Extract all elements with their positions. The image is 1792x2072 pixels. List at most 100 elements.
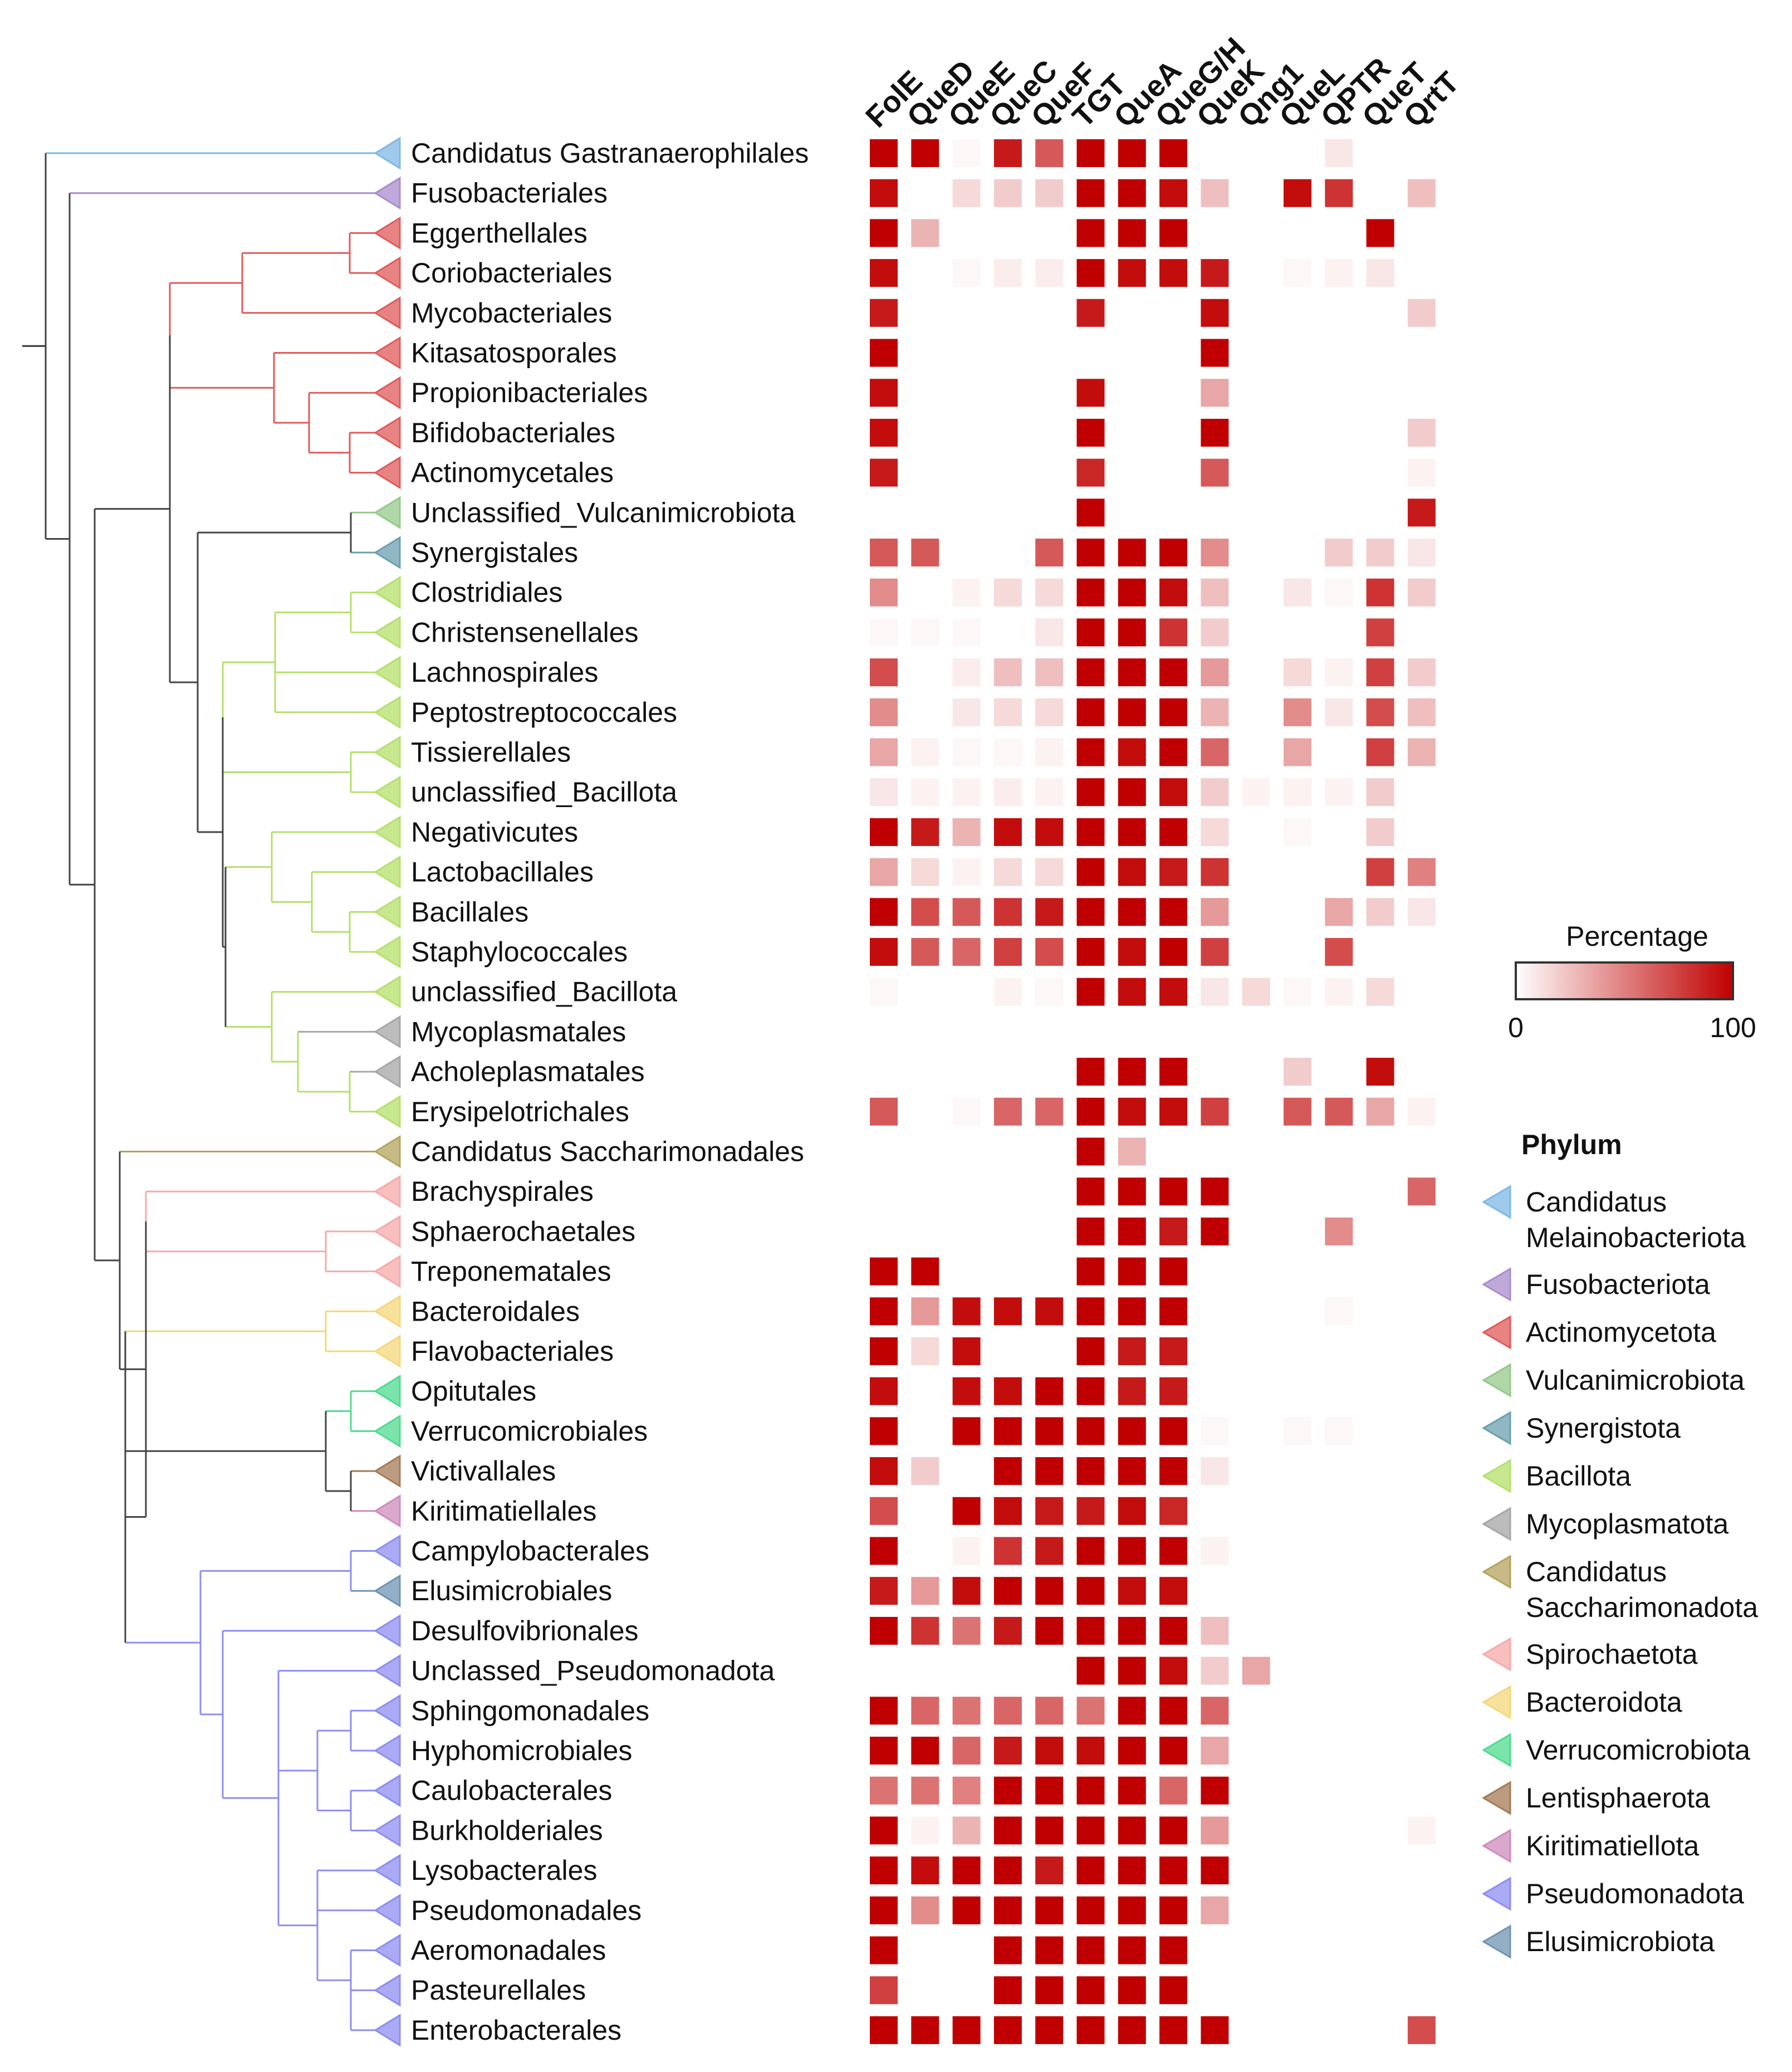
tree-tip-triangle (374, 1774, 401, 1807)
heatmap-cell (1201, 698, 1229, 726)
heatmap-cell (870, 1537, 898, 1565)
heatmap-cell (870, 658, 898, 687)
tree-tip-triangle (374, 1175, 401, 1208)
heatmap-cell (1325, 1297, 1353, 1326)
heatmap-cell (1076, 1936, 1105, 1965)
heatmap-cell (1076, 139, 1105, 167)
heatmap-cell (1076, 259, 1105, 287)
heatmap-cell (952, 578, 981, 607)
heatmap-cell (952, 1577, 981, 1605)
heatmap-cell (1201, 418, 1229, 447)
heatmap-cell (911, 938, 939, 966)
heatmap-cell (870, 1896, 898, 1924)
heatmap-cell (911, 858, 939, 886)
heatmap-cell (911, 219, 939, 247)
heatmap-cell (993, 2016, 1022, 2044)
heatmap-cell (911, 2016, 939, 2044)
tree-tip-triangle (374, 1854, 401, 1887)
heatmap-cell (1325, 1217, 1353, 1245)
phylum-legend-label: Mycoplasmatota (1526, 1508, 1729, 1540)
heatmap-cell (1118, 1097, 1146, 1126)
heatmap-cell (1118, 1737, 1146, 1765)
heatmap-cell (952, 179, 981, 207)
heatmap-cell (1076, 1737, 1105, 1765)
heatmap-cell (870, 938, 898, 966)
row-label: Hyphomicrobiales (411, 1735, 632, 1766)
phylum-legend-marker (1482, 1315, 1511, 1350)
heatmap-cell (870, 379, 898, 407)
heatmap-cell (1076, 698, 1105, 726)
heatmap-cell (1407, 658, 1436, 687)
heatmap-cell (870, 698, 898, 726)
phylum-legend-label: Bacillota (1526, 1460, 1631, 1492)
phylum-legend-label: Vulcanimicrobiota (1526, 1365, 1745, 1396)
tree-tip-triangle (374, 1055, 401, 1088)
heatmap-cell (1118, 259, 1146, 287)
heatmap-cell (1159, 1577, 1188, 1605)
heatmap-cell (1325, 778, 1353, 807)
heatmap-cell (1076, 1177, 1105, 1206)
row-label: Brachyspirales (411, 1176, 594, 1207)
row-label: Treponematales (411, 1256, 611, 1287)
heatmap-cell (952, 898, 981, 926)
heatmap-cell (1035, 1896, 1064, 1924)
heatmap-cell (870, 738, 898, 766)
heatmap-cell (1407, 898, 1436, 926)
heatmap-cell (1159, 1737, 1188, 1765)
phylum-legend-label: Verrucomicrobiota (1526, 1734, 1750, 1766)
heatmap-cell (1035, 1776, 1064, 1805)
tree-tip-triangle (374, 935, 401, 969)
heatmap-cell (1201, 379, 1229, 407)
heatmap-cell (911, 1697, 939, 1725)
heatmap-cell (911, 1337, 939, 1365)
heatmap-cell (1076, 1337, 1105, 1365)
heatmap-cell (993, 658, 1022, 687)
tree-tip-triangle (374, 177, 401, 210)
heatmap-cell (1076, 1616, 1105, 1645)
phylum-legend-label: Kiritimatiellota (1526, 1830, 1699, 1861)
row-label: Opitutales (411, 1376, 536, 1407)
heatmap-cell (911, 139, 939, 167)
heatmap-cell (1201, 1177, 1229, 1206)
tree-tip-triangle (374, 775, 401, 809)
heatmap-cell (1284, 738, 1311, 766)
heatmap-cell (1076, 1457, 1105, 1485)
heatmap-cell (1201, 1737, 1229, 1765)
row-label: Lysobacterales (411, 1855, 597, 1886)
heatmap-cell (993, 1457, 1022, 1485)
percentage-color-bar (1515, 961, 1734, 1000)
heatmap-cell (1118, 219, 1146, 247)
heatmap-cell (1201, 658, 1229, 687)
tree-tip-triangle (374, 1414, 401, 1448)
row-label: Victivallales (411, 1455, 556, 1487)
phylum-legend-label: Spirochaetota (1526, 1639, 1698, 1670)
heatmap-cell (1201, 1776, 1229, 1805)
heatmap-cell (1159, 1896, 1188, 1924)
phylum-legend-marker (1482, 1185, 1511, 1219)
heatmap-cell (993, 1297, 1022, 1326)
row-label: unclassified_Bacillota (411, 776, 677, 808)
row-label: Christensenellales (411, 617, 639, 648)
heatmap-cell (993, 1097, 1022, 1126)
percentage-legend-max: 100 (1710, 1012, 1756, 1043)
tree-tip-triangle (374, 1614, 401, 1648)
row-label: Lactobacillales (411, 857, 594, 888)
heatmap-cell (1076, 1297, 1105, 1326)
heatmap-cell (1118, 1856, 1146, 1885)
tree-tip-triangle (374, 1654, 401, 1688)
heatmap-cell (1118, 1337, 1146, 1365)
heatmap-cell (1159, 1257, 1188, 1286)
row-label: Verrucomicrobiales (411, 1415, 648, 1447)
heatmap-cell (952, 1697, 981, 1725)
heatmap-cell (1076, 458, 1105, 487)
heatmap-cell (1159, 1656, 1188, 1685)
heatmap-cell (870, 1616, 898, 1645)
heatmap-cell (1076, 219, 1105, 247)
heatmap-cell (993, 1577, 1022, 1605)
heatmap-cell (1076, 1097, 1105, 1126)
heatmap-cell (1407, 858, 1436, 886)
row-label: Erysipelotrichales (411, 1096, 629, 1127)
heatmap-cell (1076, 2016, 1105, 2044)
heatmap-cell (1201, 1816, 1229, 1845)
